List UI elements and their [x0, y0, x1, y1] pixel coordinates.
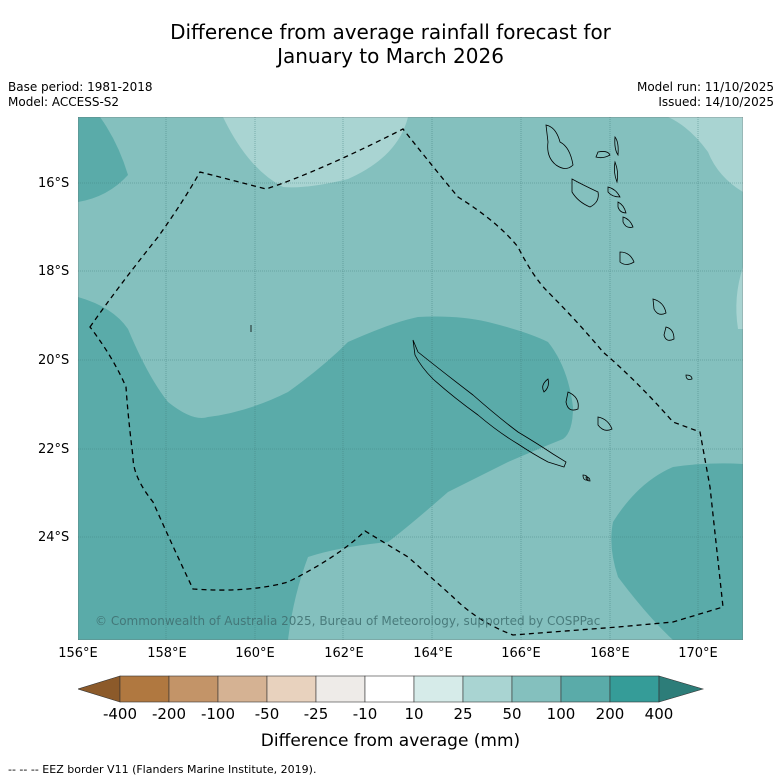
loyalty-island-2: [565, 391, 579, 411]
lon-label-158e: 158°E: [147, 646, 187, 661]
ambae: [595, 151, 611, 159]
malakula: [571, 178, 599, 208]
colorbar-swatch: [119, 675, 170, 703]
erromango: [652, 298, 667, 315]
isle-of-pines: [582, 474, 589, 481]
lon-label-156e: 156°E: [58, 646, 98, 661]
lon-label-168e: 168°E: [590, 646, 630, 661]
new-caledonia-outline: [412, 339, 567, 468]
colorbar-tick: 10: [404, 705, 424, 723]
colorbar-swatch: [364, 675, 415, 703]
epi: [617, 201, 627, 214]
meta-right: Model run: 11/10/2025 Issued: 14/10/2025: [637, 80, 774, 110]
meta-left: Base period: 1981-2018 Model: ACCESS-S2: [8, 80, 153, 110]
tanna: [663, 326, 675, 341]
band-100-200-southeast: [611, 463, 743, 640]
efate: [619, 251, 635, 265]
issued-date: Issued: 14/10/2025: [658, 95, 774, 109]
colorbar-tick: -50: [254, 705, 280, 723]
colorbar-tick: -100: [200, 705, 236, 723]
lat-label-20s: 20°S: [38, 353, 70, 368]
base-period: Base period: 1981-2018: [8, 80, 153, 94]
rainfall-map: [78, 117, 743, 640]
title-line-2: January to March 2026: [277, 44, 504, 68]
copyright-text: © Commonwealth of Australia 2025, Bureau…: [95, 614, 601, 628]
lon-label-162e: 162°E: [324, 646, 364, 661]
colorbar-swatch: [413, 675, 464, 703]
eez-footnote: -- -- -- EEZ border V11 (Flanders Marine…: [8, 763, 317, 776]
lon-label-170e: 170°E: [678, 646, 718, 661]
lat-label-22s: 22°S: [38, 442, 70, 457]
colorbar-tick: 50: [502, 705, 522, 723]
band-100-200-central: [78, 297, 573, 640]
colorbar-tick: 25: [453, 705, 473, 723]
lon-label-160e: 160°E: [235, 646, 275, 661]
title-line-1: Difference from average rainfall forecas…: [170, 20, 611, 44]
band-25-50-east: [736, 267, 743, 329]
hunter-island: [585, 476, 591, 482]
colorbar-tick: 100: [546, 705, 576, 723]
eez-border: [89, 128, 724, 636]
lat-label-16s: 16°S: [38, 176, 70, 191]
colorbar-swatch: [168, 675, 219, 703]
lon-label-166e: 166°E: [501, 646, 541, 661]
lon-label-164e: 164°E: [413, 646, 453, 661]
colorbar-tick: -10: [352, 705, 378, 723]
model-name: Model: ACCESS-S2: [8, 95, 120, 109]
colorbar-swatch: [609, 675, 660, 703]
colorbar-tick: -400: [102, 705, 138, 723]
colorbar-tick: -25: [303, 705, 329, 723]
graticule: [78, 117, 743, 640]
colorbar-swatch: [315, 675, 366, 703]
loyalty-island-1: [542, 378, 549, 393]
colorbar-tick: 400: [644, 705, 674, 723]
pentecost: [613, 160, 619, 184]
colorbar-swatch: [266, 675, 317, 703]
colorbar-swatch: [560, 675, 611, 703]
colorbar-tick: -200: [151, 705, 187, 723]
chart-title: Difference from average rainfall forecas…: [0, 20, 781, 68]
colorbar-tick: 200: [595, 705, 625, 723]
band-25-50-northeast: [668, 117, 743, 192]
colorbar-arrow-left: [78, 675, 121, 703]
ambrym: [607, 186, 621, 198]
coastlines: [250, 124, 693, 482]
maewo: [614, 135, 619, 157]
colorbar-label: Difference from average (mm): [260, 731, 521, 751]
band-25-50-north: [223, 117, 408, 188]
band-100-200-northwest: [78, 117, 128, 202]
lat-label-18s: 18°S: [38, 264, 70, 279]
matthew-island: [685, 374, 693, 380]
colorbar-swatch: [217, 675, 268, 703]
shepherd-islands: [622, 216, 634, 228]
colorbar-swatch: [462, 675, 513, 703]
lat-label-24s: 24°S: [38, 530, 70, 545]
colorbar-arrow-right: [658, 675, 705, 703]
model-run: Model run: 11/10/2025: [636, 80, 774, 94]
espiritu-santo: [545, 124, 574, 169]
colorbar-swatch: [511, 675, 562, 703]
loyalty-island-3: [597, 416, 613, 431]
colorbar: [78, 675, 705, 703]
